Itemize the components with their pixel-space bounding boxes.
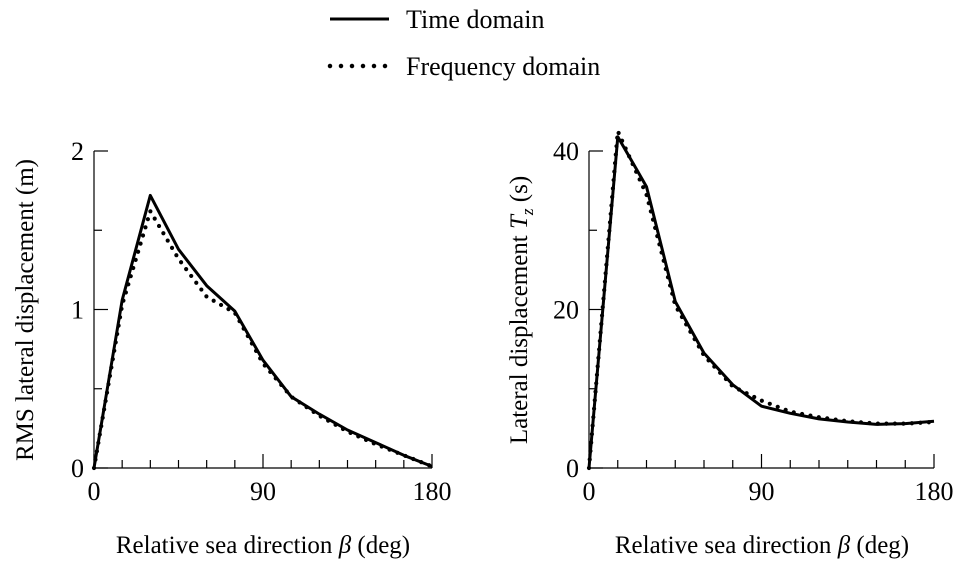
x-tick-label: 0 [88, 477, 101, 506]
x-tick-label: 90 [749, 477, 775, 506]
chart-left-xlabel: Relative sea direction β (deg) [116, 532, 410, 559]
chart-left-series [91, 193, 435, 471]
series-frequency-domain-line [586, 123, 937, 471]
chart-right-ylabel: Lateral displacement Tz (s) [506, 176, 537, 444]
chart-left-ylabel: RMS lateral displacement (m) [12, 159, 39, 461]
y-tick-label: 2 [71, 137, 84, 166]
chart-right: 0 90 180 0 20 40 Relative sea direction β (de… [506, 123, 954, 559]
y-tick-label: 20 [553, 296, 579, 325]
legend-label-time-domain: Time domain [406, 5, 544, 34]
x-tick-label: 0 [583, 477, 596, 506]
chart-right-ticklabels: 0 90 180 0 20 40 [553, 137, 954, 506]
y-tick-label: 0 [566, 454, 579, 483]
x-tick-label: 180 [413, 477, 452, 506]
y-tick-label: 0 [71, 454, 84, 483]
legend: Time domain Frequency domain [327, 5, 600, 81]
legend-label-frequency-domain: Frequency domain [406, 52, 600, 81]
y-tick-label: 1 [71, 296, 84, 325]
chart-left-ticklabels: 0 90 180 0 1 2 [71, 137, 452, 506]
chart-right-xlabel: Relative sea direction β (deg) [615, 532, 909, 559]
series-frequency-domain-line [91, 206, 435, 471]
chart-right-series [586, 123, 937, 471]
chart-left: 0 90 180 0 1 2 Relative sea direction β (deg)… [12, 137, 452, 559]
series-time-domain-line [587, 135, 935, 469]
y-tick-label: 40 [553, 137, 579, 166]
x-tick-label: 90 [250, 477, 276, 506]
chart-right-axes [588, 150, 935, 469]
x-tick-label: 180 [915, 477, 954, 506]
chart-left-axes [93, 150, 433, 469]
